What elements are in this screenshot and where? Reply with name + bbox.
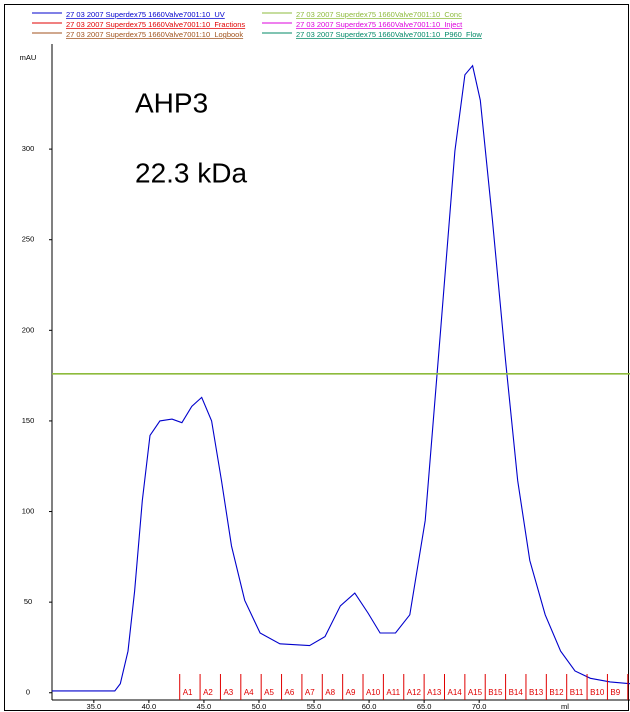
fraction-label: A8 (325, 688, 335, 697)
fraction-label: B12 (549, 688, 564, 697)
fraction-label: B11 (570, 688, 584, 697)
legend-label: 27 03 2007 Superdex75 1660Valve7001:10_I… (296, 20, 463, 29)
annotation: AHP3 (135, 87, 208, 118)
fraction-label: B14 (509, 688, 524, 697)
annotation: 22.3 kDa (135, 157, 247, 188)
series-line (52, 64, 630, 692)
x-tick-label: 60.0 (362, 702, 377, 711)
x-tick-label: 45.0 (197, 702, 212, 711)
fraction-label: A3 (223, 688, 233, 697)
x-tick-label: 70.0 (472, 702, 487, 711)
fraction-label: A14 (447, 688, 462, 697)
y-tick-label: 150 (22, 416, 35, 425)
fraction-label: B9 (610, 688, 620, 697)
x-tick-label: 35.0 (87, 702, 102, 711)
y-tick-label: 300 (22, 144, 35, 153)
frame (4, 4, 629, 711)
fraction-label: A7 (305, 688, 315, 697)
y-tick-label: 0 (26, 688, 30, 697)
fraction-label: A1 (183, 688, 193, 697)
legend-label: 27 03 2007 Superdex75 1660Valve7001:10_F… (66, 20, 245, 29)
x-tick-label: 40.0 (142, 702, 157, 711)
y-axis-label: mAU (20, 53, 37, 62)
legend-label: 27 03 2007 Superdex75 1660Valve7001:10_P… (296, 30, 482, 39)
fraction-label: A5 (264, 688, 274, 697)
x-tick-label: 50.0 (252, 702, 267, 711)
fraction-label: A11 (386, 688, 400, 697)
fraction-label: A15 (468, 688, 483, 697)
fraction-label: A13 (427, 688, 442, 697)
fraction-label: B10 (590, 688, 605, 697)
legend-label: 27 03 2007 Superdex75 1660Valve7001:10_L… (66, 30, 243, 39)
y-tick-label: 50 (24, 597, 32, 606)
x-axis-label: ml (561, 702, 569, 711)
fraction-label: B13 (529, 688, 544, 697)
fraction-label: A12 (407, 688, 422, 697)
y-tick-label: 250 (22, 235, 35, 244)
x-tick-label: 55.0 (307, 702, 322, 711)
x-tick-label: 65.0 (417, 702, 432, 711)
legend-label: 27 03 2007 Superdex75 1660Valve7001:10_U… (66, 10, 225, 19)
fraction-label: A4 (244, 688, 254, 697)
fraction-label: A6 (285, 688, 295, 697)
fraction-label: A9 (346, 688, 356, 697)
fraction-label: A2 (203, 688, 213, 697)
y-tick-label: 100 (22, 507, 35, 516)
y-tick-label: 200 (22, 325, 35, 334)
fraction-label: A10 (366, 688, 381, 697)
legend-label: 27 03 2007 Superdex75 1660Valve7001:10_C… (296, 10, 462, 19)
fraction-label: B15 (488, 688, 503, 697)
